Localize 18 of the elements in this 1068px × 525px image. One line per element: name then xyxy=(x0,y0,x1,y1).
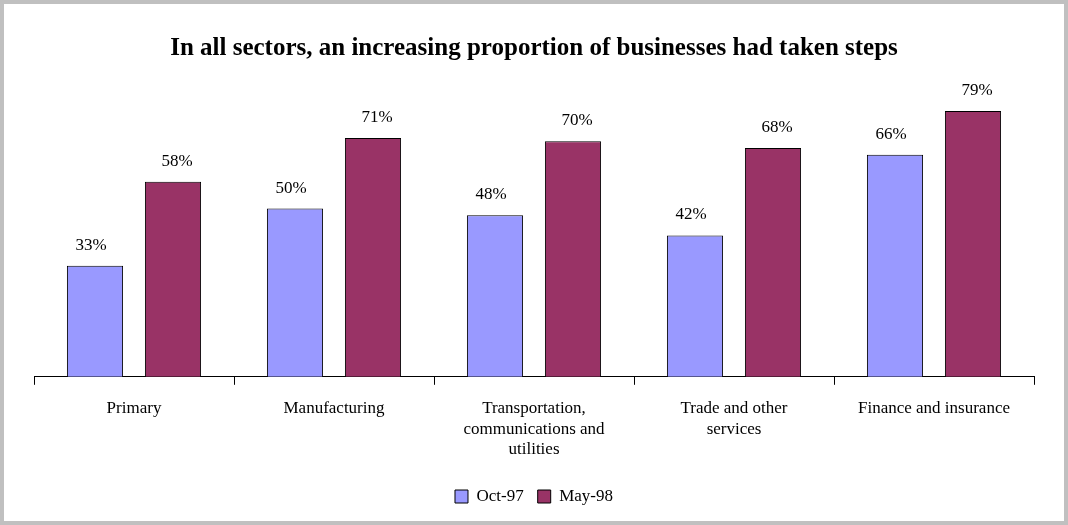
x-tick-label: Manufacturing xyxy=(283,398,385,418)
chart-title: In all sectors, an increasing proportion of businesses had taken steps xyxy=(170,33,899,61)
data-label: 48% xyxy=(475,184,507,204)
legend-label: May-98 xyxy=(559,485,614,505)
data-label: 71% xyxy=(361,106,393,126)
data-label: 42% xyxy=(675,204,707,224)
data-label: 50% xyxy=(275,177,307,197)
x-tick-label: Trade and other services xyxy=(680,398,788,438)
data-label: 33% xyxy=(75,234,107,254)
data-label: 68% xyxy=(761,116,793,136)
data-label: 66% xyxy=(875,123,907,143)
x-tick-label: Primary xyxy=(106,398,162,418)
data-label: 79% xyxy=(961,79,993,99)
data-label: 58% xyxy=(161,150,193,170)
x-tick-label: Finance and insurance xyxy=(858,398,1010,418)
data-label: 70% xyxy=(561,110,593,130)
x-tick-label: Transportation, communications and utilities xyxy=(463,398,606,459)
legend-label: Oct-97 xyxy=(476,485,525,505)
